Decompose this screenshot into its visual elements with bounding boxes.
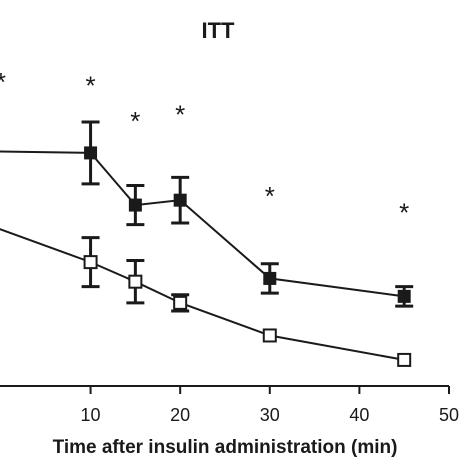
significance-asterisk: * (175, 100, 185, 130)
significance-annotations: * * * * * * (0, 67, 409, 227)
series-2-point (173, 295, 188, 310)
series-2-line (0, 228, 405, 361)
series-2-point (262, 328, 277, 343)
x-tick-label: 20 (170, 405, 190, 425)
series-1-point (173, 193, 187, 207)
x-tick-label: 50 (439, 405, 459, 425)
x-tick-label: 30 (260, 405, 280, 425)
series-markers (83, 146, 412, 367)
significance-asterisk: * (0, 67, 6, 97)
series-1-point (397, 289, 411, 303)
axes: 10 20 30 40 50 (0, 385, 459, 425)
series-lines (0, 150, 405, 361)
x-tick-label: 40 (349, 405, 369, 425)
chart-title: ITT (202, 18, 236, 43)
series-1-line (0, 150, 405, 298)
significance-asterisk: * (130, 106, 140, 136)
significance-asterisk: * (265, 181, 275, 211)
significance-asterisk: * (86, 70, 96, 100)
x-axis-label: Time after insulin administration (min) (53, 437, 398, 458)
series-2-point (397, 352, 412, 367)
significance-asterisk: * (399, 197, 409, 227)
series-2-point (128, 274, 143, 289)
x-tick-label: 10 (81, 405, 101, 425)
series-1-point (263, 271, 277, 285)
series-2-point (83, 255, 98, 270)
series-1-point (84, 146, 98, 160)
series-1-point (128, 198, 142, 212)
